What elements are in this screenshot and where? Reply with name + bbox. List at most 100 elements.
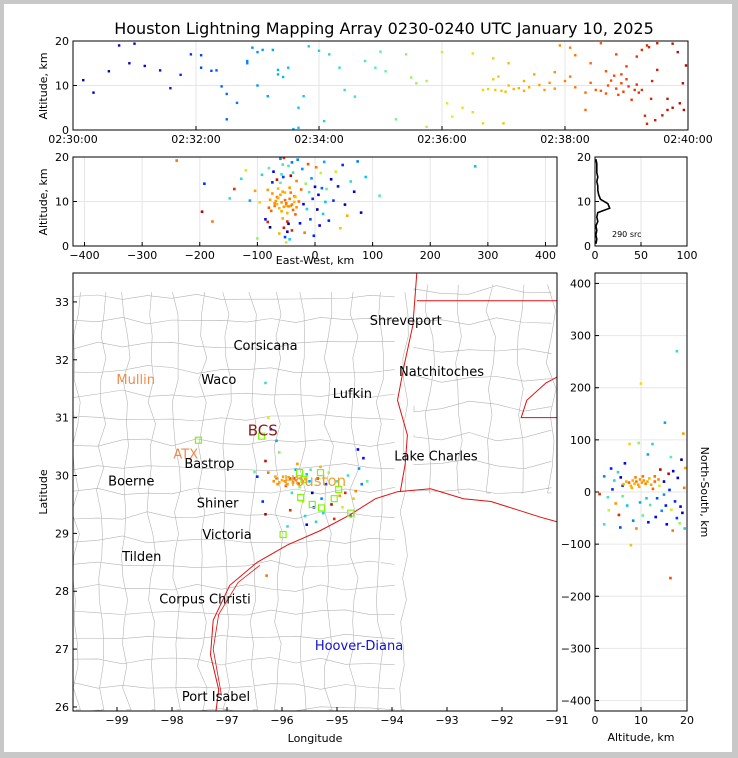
plan-view-source bbox=[298, 485, 301, 489]
time-height-source bbox=[627, 85, 630, 88]
time_height-ytick-label: 10 bbox=[55, 80, 69, 93]
time-height-source bbox=[133, 42, 136, 45]
ew-height-source bbox=[228, 197, 232, 200]
height-ns-source bbox=[637, 441, 640, 445]
plan_view-ytick-label: 27 bbox=[55, 643, 69, 656]
ew-height-source bbox=[175, 159, 179, 162]
gulf-coastline bbox=[209, 488, 557, 711]
time-height-source bbox=[625, 65, 628, 68]
time-height-source bbox=[92, 91, 95, 94]
plan-view-source bbox=[286, 482, 289, 486]
plan-view-xlabel: Longitude bbox=[288, 732, 343, 745]
ew-height-source bbox=[277, 206, 281, 210]
ew-height-source bbox=[294, 213, 297, 216]
height-ns-source bbox=[659, 468, 662, 471]
time-height-source bbox=[620, 73, 623, 76]
time-height-source bbox=[527, 86, 531, 89]
ew-height-source bbox=[334, 170, 338, 173]
time-height-source bbox=[599, 42, 603, 45]
ew_height-xtick-label: 100 bbox=[362, 249, 383, 262]
height_ns-ytick-label: 400 bbox=[570, 277, 591, 290]
ew-height-source bbox=[294, 195, 297, 199]
ew_height-xtick-label: −300 bbox=[127, 249, 157, 262]
ew_height-xtick-label: 300 bbox=[477, 249, 498, 262]
time-height-source bbox=[656, 68, 659, 72]
ew-height-source bbox=[332, 199, 335, 202]
histogram-panel: 0 50 100 0 10 20 290 src bbox=[577, 151, 698, 262]
height-ns-source bbox=[622, 482, 625, 486]
height-ns-source bbox=[655, 496, 659, 500]
plan-view-source bbox=[360, 482, 364, 486]
height-ns-source bbox=[676, 476, 680, 480]
plan-view-source bbox=[287, 475, 290, 479]
ew-height-source bbox=[325, 187, 328, 191]
city-label: Tilden bbox=[121, 550, 161, 565]
time-height-xtick-label: 02:40:00 bbox=[663, 133, 712, 146]
time-height-source bbox=[404, 53, 408, 56]
lma-station-marker bbox=[279, 530, 287, 539]
ew_height-ytick-label: 0 bbox=[62, 240, 69, 253]
time-height-source bbox=[281, 75, 285, 79]
plan_view-xtick-label: −94 bbox=[380, 714, 403, 727]
ew-height-source bbox=[273, 204, 276, 208]
barrier-island bbox=[212, 564, 261, 696]
time-height-source bbox=[625, 78, 628, 81]
ew-height-source bbox=[276, 196, 280, 200]
time-height-source bbox=[492, 57, 495, 60]
ew-height-source bbox=[291, 171, 295, 174]
lma-station-marker bbox=[330, 495, 338, 503]
height-ns-source bbox=[635, 480, 638, 483]
time-height-xtick-label: 02:30:00 bbox=[48, 133, 97, 146]
ew-height-source bbox=[359, 211, 363, 214]
plan-view-source bbox=[280, 478, 284, 482]
time-height-source bbox=[500, 89, 503, 93]
plan-view-source bbox=[288, 477, 292, 480]
plan-view-source bbox=[276, 482, 279, 486]
height-ns-source bbox=[602, 523, 606, 526]
height-ns-source bbox=[649, 483, 653, 486]
time-height-source bbox=[235, 101, 239, 105]
ew-height-source bbox=[310, 177, 313, 180]
lma-station-marker bbox=[300, 475, 308, 484]
height-ns-source bbox=[670, 508, 673, 512]
height_ns-ytick-label: 200 bbox=[570, 382, 591, 395]
city-label: Victoria bbox=[202, 528, 251, 543]
ew-height-source bbox=[211, 220, 214, 223]
time-height-source bbox=[609, 79, 613, 82]
ew-height-source bbox=[321, 212, 325, 216]
ew_height-xtick-label: 400 bbox=[535, 249, 556, 262]
ew-height-source bbox=[345, 214, 349, 218]
height_ns-ytick-label: −200 bbox=[561, 590, 591, 603]
time-height-source bbox=[246, 62, 249, 65]
time-height-source bbox=[502, 122, 505, 125]
height-ns-source bbox=[683, 527, 686, 530]
time-height-source bbox=[481, 122, 485, 125]
height-ns-source bbox=[658, 484, 661, 488]
time-height-source bbox=[271, 48, 275, 52]
height_ns-ytick-label: 100 bbox=[570, 434, 591, 447]
height-ns-source bbox=[637, 485, 641, 489]
ew-height-source bbox=[287, 205, 290, 208]
time-height-source bbox=[461, 106, 464, 109]
time-height-source bbox=[210, 69, 213, 73]
plan-view-source bbox=[357, 467, 361, 470]
ew-height-source bbox=[260, 173, 264, 177]
time-height-source bbox=[353, 95, 357, 98]
city-label: Mullin bbox=[116, 373, 155, 388]
time-height-source bbox=[338, 66, 341, 69]
ew-height-source bbox=[275, 178, 279, 181]
time-height-source bbox=[343, 88, 346, 92]
time-height-source bbox=[671, 42, 674, 45]
time_height-ytick-label: 20 bbox=[55, 35, 69, 48]
time-height-source bbox=[522, 79, 526, 83]
lma-station-marker bbox=[194, 436, 202, 444]
time-height-source bbox=[645, 122, 649, 125]
ew-height-source bbox=[289, 191, 293, 194]
city-label: Shreveport bbox=[370, 314, 442, 329]
ew-height-source bbox=[318, 224, 321, 227]
ew-height-source bbox=[280, 201, 283, 204]
time-height-source bbox=[666, 97, 669, 101]
plan-view-source bbox=[264, 459, 267, 463]
plan-view-source bbox=[275, 477, 278, 480]
plan-view-source bbox=[320, 497, 323, 500]
